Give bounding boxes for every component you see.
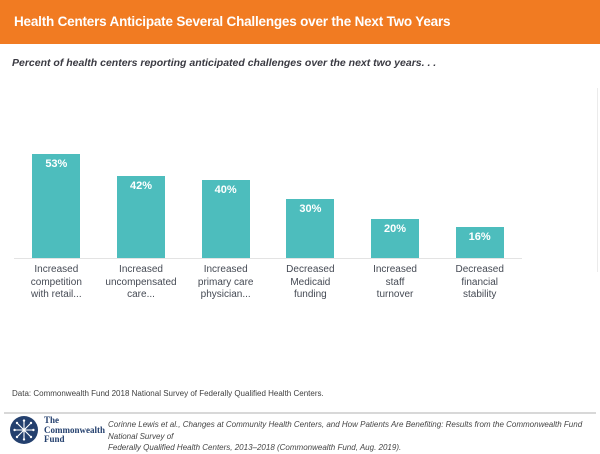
bar-value-label: 53% (45, 158, 68, 170)
bar-group: 40% Increased primary care physician... (183, 86, 268, 316)
bar: 42% (117, 176, 165, 258)
bar: 20% (371, 219, 420, 258)
bar-value-label: 42% (129, 180, 153, 192)
bar-group: 53% Increased competition with retail... (14, 86, 99, 316)
bar-value-label: 20% (384, 223, 407, 235)
bar-value-label: 40% (214, 184, 237, 196)
x-axis-line (14, 258, 522, 259)
bar-value-label: 16% (468, 231, 491, 243)
citation-line-2: Federally Qualified Health Centers, 2013… (108, 443, 402, 453)
citation-line-1: Corinne Lewis et al., Changes at Communi… (108, 420, 583, 441)
bar-value-label: 30% (299, 203, 322, 215)
category-label: Decreased financial stability (455, 264, 504, 300)
chart-subtitle: Percent of health centers reporting anti… (12, 57, 437, 69)
category-label: Increased uncompensated care... (105, 264, 177, 300)
bar: 53% (32, 154, 81, 258)
bar-chart: 53% Increased competition with retail...… (14, 86, 522, 316)
citation: Corinne Lewis et al., Changes at Communi… (108, 419, 590, 454)
category-label: Increased primary care physician... (197, 264, 254, 300)
bar: 40% (201, 180, 250, 258)
footer: The Commonwealth Fund Corinne Lewis et a… (0, 414, 600, 452)
category-label: Increased competition with retail... (30, 264, 82, 300)
snowflake-icon (10, 416, 38, 444)
category-label: Decreased Medicaid funding (286, 264, 335, 300)
category-label: Increased staff turnover (373, 264, 417, 300)
page-title: Health Centers Anticipate Several Challe… (14, 14, 451, 29)
plot-right-border (597, 88, 598, 272)
bar-group: 20% Increased staff turnover (353, 86, 438, 316)
bar-group: 42% Increased uncompensated care... (99, 86, 184, 316)
header-bar: Health Centers Anticipate Several Challe… (0, 0, 600, 44)
bar-group: 16% Decreased financial stability (437, 86, 522, 316)
footer-divider (4, 412, 596, 414)
data-source-note: Data: Commonwealth Fund 2018 National Su… (12, 389, 324, 398)
bar: 16% (455, 227, 504, 258)
logo-wordmark: The Commonwealth Fund (44, 415, 105, 445)
bar-group: 30% Decreased Medicaid funding (268, 86, 353, 316)
bar: 30% (286, 199, 335, 258)
